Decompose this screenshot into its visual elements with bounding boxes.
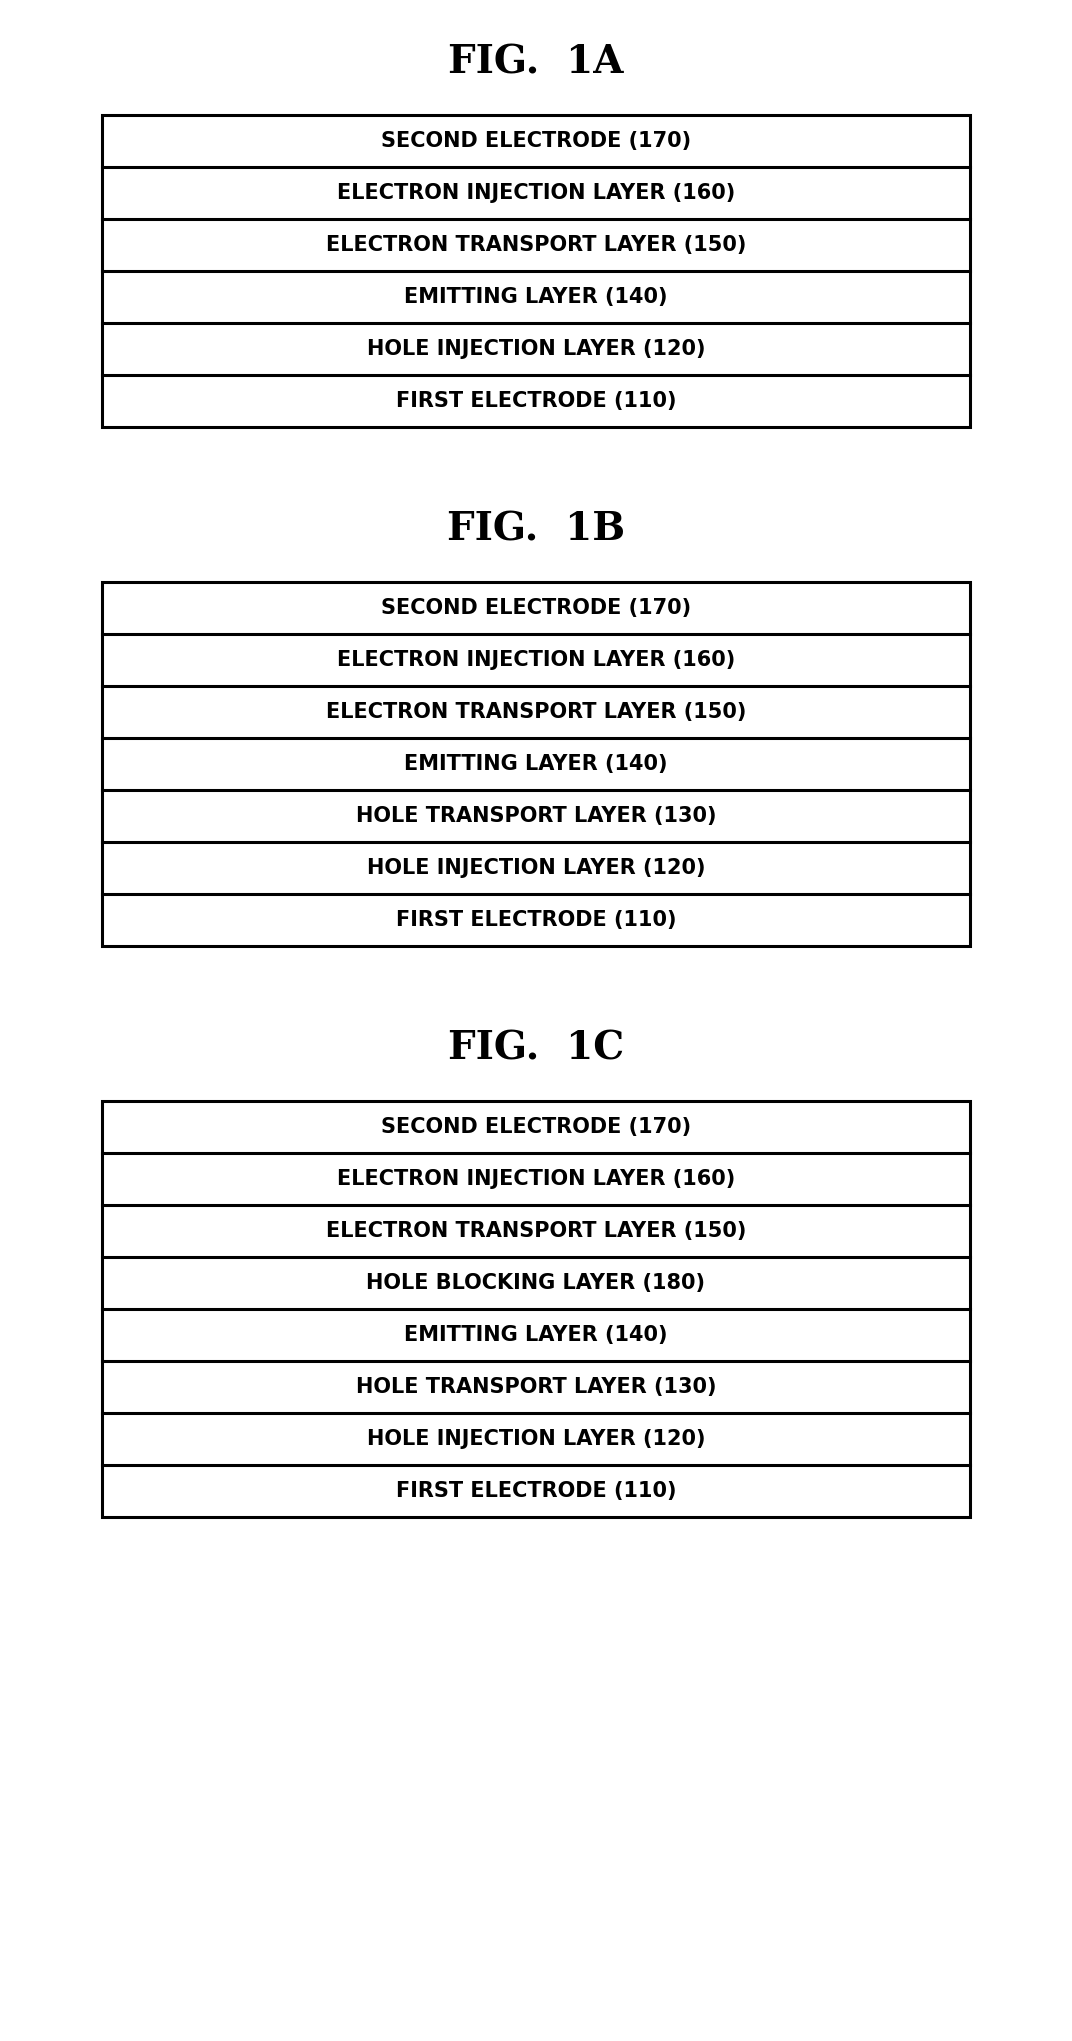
Text: SECOND ELECTRODE (170): SECOND ELECTRODE (170)	[381, 598, 691, 618]
Text: ELECTRON TRANSPORT LAYER (150): ELECTRON TRANSPORT LAYER (150)	[326, 235, 746, 255]
Text: FIG.  1A: FIG. 1A	[448, 43, 624, 82]
Text: EMITTING LAYER (140): EMITTING LAYER (140)	[404, 288, 668, 306]
Text: FIRST ELECTRODE (110): FIRST ELECTRODE (110)	[396, 910, 676, 931]
Text: ELECTRON INJECTION LAYER (160): ELECTRON INJECTION LAYER (160)	[337, 184, 735, 202]
Bar	[102, 114, 970, 427]
Text: ELECTRON TRANSPORT LAYER (150): ELECTRON TRANSPORT LAYER (150)	[326, 1221, 746, 1241]
Text: HOLE INJECTION LAYER (120): HOLE INJECTION LAYER (120)	[367, 857, 705, 878]
Text: ELECTRON INJECTION LAYER (160): ELECTRON INJECTION LAYER (160)	[337, 1169, 735, 1190]
Text: FIG.  1C: FIG. 1C	[448, 1029, 624, 1067]
Bar	[102, 582, 970, 945]
Text: HOLE INJECTION LAYER (120): HOLE INJECTION LAYER (120)	[367, 339, 705, 359]
Text: FIRST ELECTRODE (110): FIRST ELECTRODE (110)	[396, 392, 676, 410]
Text: ELECTRON INJECTION LAYER (160): ELECTRON INJECTION LAYER (160)	[337, 649, 735, 669]
Text: HOLE INJECTION LAYER (120): HOLE INJECTION LAYER (120)	[367, 1429, 705, 1449]
Text: SECOND ELECTRODE (170): SECOND ELECTRODE (170)	[381, 131, 691, 151]
Text: HOLE BLOCKING LAYER (180): HOLE BLOCKING LAYER (180)	[367, 1274, 705, 1294]
Text: SECOND ELECTRODE (170): SECOND ELECTRODE (170)	[381, 1116, 691, 1137]
Text: FIG.  1B: FIG. 1B	[447, 510, 625, 549]
Text: HOLE TRANSPORT LAYER (130): HOLE TRANSPORT LAYER (130)	[356, 1378, 716, 1396]
Text: FIRST ELECTRODE (110): FIRST ELECTRODE (110)	[396, 1482, 676, 1500]
Bar	[102, 1100, 970, 1516]
Text: ELECTRON TRANSPORT LAYER (150): ELECTRON TRANSPORT LAYER (150)	[326, 702, 746, 723]
Text: HOLE TRANSPORT LAYER (130): HOLE TRANSPORT LAYER (130)	[356, 806, 716, 827]
Text: EMITTING LAYER (140): EMITTING LAYER (140)	[404, 753, 668, 774]
Text: EMITTING LAYER (140): EMITTING LAYER (140)	[404, 1325, 668, 1345]
